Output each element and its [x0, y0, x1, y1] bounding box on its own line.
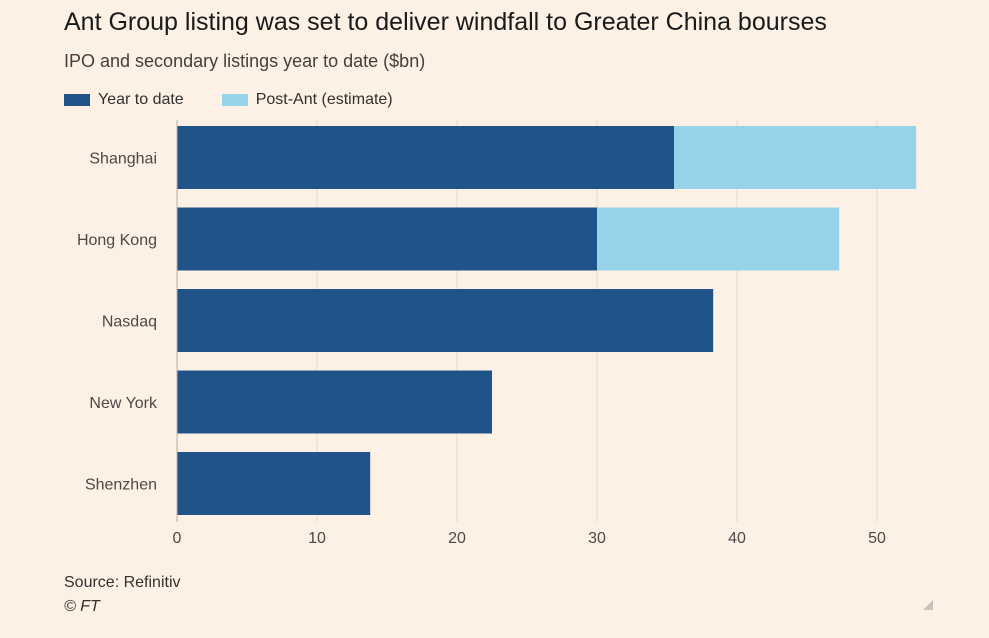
y-tick-label-shanghai: Shanghai: [89, 151, 157, 168]
legend-item-year-to-date: Year to date: [64, 91, 184, 109]
legend-label-post-ant: Post-Ant (estimate): [255, 91, 393, 108]
chart-subtitle: IPO and secondary listings year to date …: [64, 51, 426, 71]
x-tick-label-0: 0: [173, 530, 182, 547]
x-tick-label-20: 20: [448, 530, 466, 547]
y-tick-label-shenzhen: Shenzhen: [85, 477, 157, 494]
x-tick-label-50: 50: [868, 530, 886, 547]
bar-shanghai-year-to-date: [177, 126, 674, 189]
x-tick-label-30: 30: [588, 530, 606, 547]
bar-shanghai-post-ant: [674, 126, 917, 189]
bar-new-york-year-to-date: [177, 370, 492, 434]
x-tick-label-10: 10: [308, 530, 326, 547]
chart-legend: Year to date Post-Ant (estimate): [64, 90, 431, 110]
source-note: Source: Refinitiv: [64, 574, 181, 591]
legend-swatch-post-ant: [221, 94, 248, 106]
chart-title: Ant Group listing was set to deliver win…: [64, 8, 827, 36]
y-tick-label-nasdaq: Nasdaq: [102, 314, 157, 331]
bar-hong-kong-post-ant: [597, 207, 840, 271]
resize-handle-icon[interactable]: [923, 600, 933, 610]
bar-hong-kong-year-to-date: [177, 207, 597, 271]
bar-shenzhen-year-to-date: [177, 452, 371, 515]
copyright-note: © FT: [64, 598, 100, 615]
legend-swatch-year-to-date: [64, 94, 90, 106]
bar-chart: 0 10 20 30 40 50 Shanghai Hong Kong Nasdaq New Yo…: [77, 120, 917, 547]
legend-label-year-to-date: Year to date: [98, 91, 184, 108]
x-tick-label-40: 40: [728, 530, 746, 547]
bar-nasdaq-year-to-date: [177, 289, 714, 352]
y-tick-label-new-york: New York: [89, 395, 158, 412]
legend-item-post-ant: Post-Ant (estimate): [221, 91, 393, 109]
y-tick-label-hong-kong: Hong Kong: [77, 232, 157, 249]
